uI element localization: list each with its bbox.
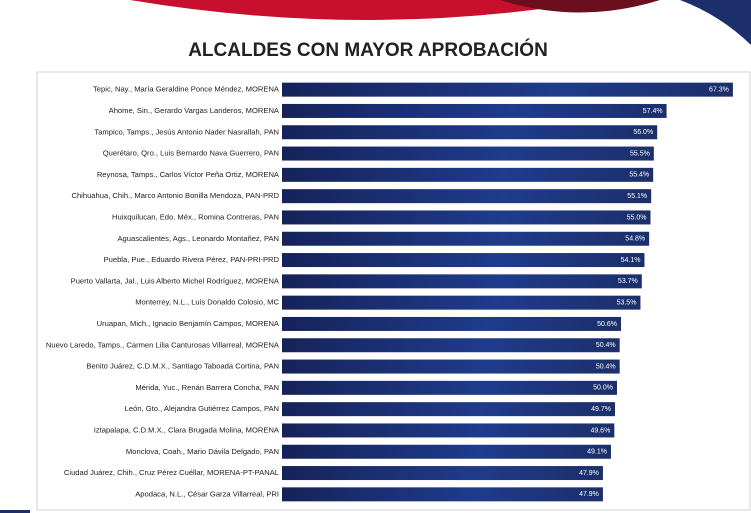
y-tick-label: Huixquilucan, Edo. Méx., Romina Contrera… — [112, 212, 279, 221]
y-tick-label: Puerto Vallarta, Jal., Luis Alberto Mich… — [71, 276, 280, 285]
header-decoration — [500, 0, 660, 13]
value-label: 47.9% — [579, 470, 599, 477]
value-label: 54.1% — [621, 257, 641, 264]
bar — [282, 125, 658, 140]
y-tick-label: Monterrey, N.L., Luis Donaldo Colosio, M… — [135, 298, 279, 307]
y-tick-label: León, Gto., Alejandra Gutiérrez Campos, … — [125, 404, 279, 413]
header-decoration — [130, 0, 600, 20]
value-label: 55.5% — [630, 150, 650, 157]
value-label: 49.7% — [591, 406, 611, 413]
bar — [282, 210, 651, 225]
value-label: 50.6% — [597, 321, 617, 328]
bar — [282, 423, 615, 438]
y-tick-label: Tepic, Nay., María Geraldine Ponce Ménde… — [93, 85, 280, 94]
value-label: 55.4% — [629, 172, 649, 179]
bar — [282, 274, 642, 289]
bar — [282, 487, 603, 502]
bar — [282, 295, 641, 310]
footer-decoration — [0, 510, 30, 513]
value-label: 56.0% — [633, 129, 653, 136]
y-tick-label: Mérida, Yuc., Renán Barrera Concha, PAN — [135, 383, 279, 392]
bar — [282, 103, 667, 118]
y-tick-label: Aguascalientes, Ags., Leonardo Montañez,… — [117, 234, 279, 243]
y-tick-label: Monclova, Coah., Mario Dávila Delgado, P… — [126, 447, 279, 456]
value-label: 55.0% — [627, 214, 647, 221]
plot-frame — [36, 71, 751, 511]
value-label: 67.3% — [709, 86, 729, 93]
value-label: 49.1% — [587, 449, 607, 456]
y-tick-label: Reynosa, Tamps., Carlos Víctor Peña Orti… — [97, 170, 280, 179]
y-tick-label: Ciudad Juárez, Chih., Cruz Pérez Cuéllar… — [64, 468, 279, 477]
y-tick-label: Querétaro, Qro., Luis Bernardo Nava Guer… — [103, 149, 279, 158]
value-label: 47.9% — [579, 491, 599, 498]
bar — [282, 466, 603, 481]
bar — [282, 359, 620, 374]
chart-title: ALCALDES CON MAYOR APROBACIÓN — [188, 39, 548, 61]
value-label: 50.4% — [596, 363, 616, 370]
y-tick-label: Puebla, Pue., Eduardo Rivera Pérez, PAN-… — [104, 255, 280, 264]
y-tick-label: Chihuahua, Chih., Marco Antonio Bonilla … — [71, 191, 279, 200]
header-decoration — [680, 0, 751, 45]
bar — [282, 146, 654, 161]
bar — [282, 189, 652, 204]
y-tick-label: Benito Juárez, C.D.M.X., Santiago Taboad… — [86, 362, 279, 371]
value-label: 55.1% — [627, 193, 647, 200]
bar — [282, 253, 645, 268]
y-tick-label: Iztapalapa, C.D.M.X., Clara Brugada Moli… — [94, 425, 280, 434]
bar — [282, 338, 620, 353]
y-tick-label: Nuevo Laredo, Tamps., Carmen Lilia Cantu… — [46, 340, 280, 349]
y-tick-label: Ahome, Sin., Gerardo Vargas Landeros, MO… — [109, 106, 280, 115]
value-label: 57.4% — [643, 108, 663, 115]
bar — [282, 82, 733, 97]
y-tick-label: Tampico, Tamps., Jesús Antonio Nader Nas… — [94, 127, 279, 136]
value-label: 50.4% — [596, 342, 616, 349]
value-label: 50.0% — [593, 385, 613, 392]
bar — [282, 444, 611, 459]
value-label: 54.8% — [625, 236, 645, 243]
value-label: 53.5% — [617, 299, 637, 306]
bar — [282, 231, 650, 246]
bar — [282, 167, 654, 182]
bar — [282, 316, 622, 331]
y-tick-label: Apodaca, N.L., César Garza Villarreal, P… — [135, 489, 279, 498]
y-tick-label: Uruapan, Mich., Ignacio Benjamín Campos,… — [97, 319, 280, 328]
value-label: 53.7% — [618, 278, 638, 285]
bar — [282, 402, 615, 417]
bar — [282, 380, 617, 395]
value-label: 49.6% — [590, 427, 610, 434]
